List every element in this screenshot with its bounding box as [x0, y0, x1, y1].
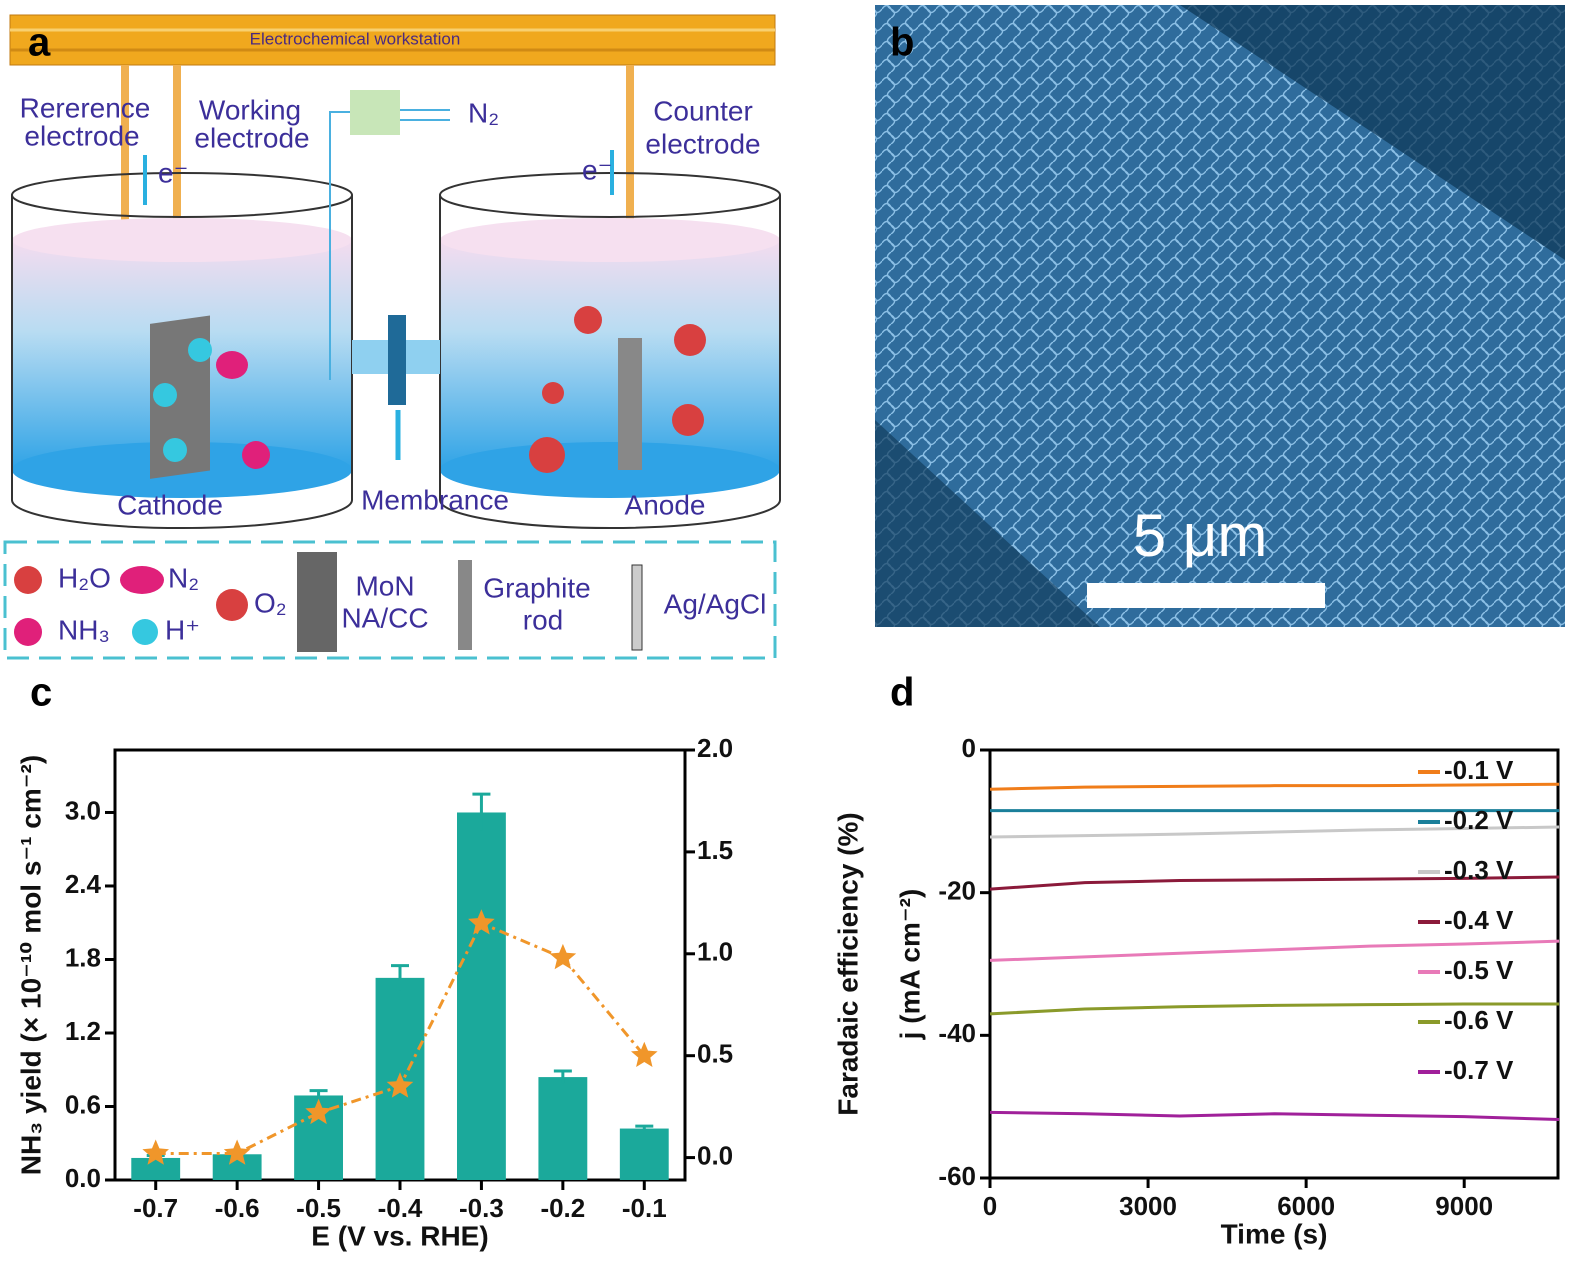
legend-label: -0.4 V — [1444, 905, 1514, 935]
star-marker — [549, 943, 577, 970]
legend-label: MoN — [355, 570, 414, 601]
y2-tick-label: 1.5 — [697, 835, 733, 865]
electron-label: e⁻ — [158, 157, 188, 188]
y2-tick-label: 0.0 — [697, 1140, 733, 1170]
sem-image: 5 μm — [875, 5, 1565, 627]
legend-label: O₂ — [254, 587, 287, 618]
legend-label: -0.5 V — [1444, 955, 1514, 985]
panel-label: a — [28, 21, 51, 65]
schematic: Electrochemical workstation Rererence el… — [3, 14, 781, 660]
error-bar — [635, 1124, 654, 1131]
legend-label: -0.3 V — [1444, 855, 1514, 885]
error-bar — [391, 964, 409, 991]
panel-label: b — [890, 21, 914, 65]
y-tick-label: -20 — [938, 876, 976, 906]
y-tick-label: -60 — [938, 1161, 976, 1191]
y2-tick-label: 2.0 — [697, 733, 733, 763]
star-marker — [631, 1041, 658, 1067]
star-marker — [305, 1098, 332, 1125]
legend-label: H⁺ — [165, 614, 200, 645]
bar — [131, 1157, 181, 1180]
electron-label: e⁻ — [582, 154, 612, 185]
bar — [457, 812, 506, 1180]
legend-label: NA/CC — [341, 602, 428, 633]
y-axis-title: j (mA cm⁻²) — [894, 889, 925, 1041]
x-tick-label: -0.2 — [540, 1193, 585, 1223]
legend-label: Graphite — [483, 572, 590, 603]
y-tick-label: 3.0 — [65, 795, 101, 825]
error-bar — [472, 792, 491, 831]
y-tick-label: 0.6 — [65, 1089, 101, 1119]
star-marker — [386, 1072, 414, 1098]
workstation-bar — [9, 14, 776, 66]
gas-label: N₂ — [468, 97, 499, 128]
scale-bar-label: 5 μm — [1133, 502, 1268, 569]
star-marker — [223, 1139, 251, 1165]
working-label: Working — [199, 94, 301, 125]
x-axis-title: E (V vs. RHE) — [311, 1220, 488, 1251]
axis-frame — [988, 748, 1560, 1180]
x-tick-label: -0.1 — [622, 1193, 667, 1223]
reference-label: Rererence — [20, 92, 151, 123]
x-tick-label: 9000 — [1435, 1191, 1493, 1221]
line-series — [989, 1110, 1560, 1122]
error-bar — [309, 1089, 328, 1101]
line-series — [989, 1002, 1560, 1016]
y-tick-label: 2.4 — [65, 869, 102, 899]
legend-label: H₂O — [58, 562, 111, 593]
y-tick-label: 1.2 — [65, 1016, 101, 1046]
star-marker — [142, 1139, 169, 1165]
workstation-label: Electrochemical workstation — [250, 29, 461, 48]
x-tick-label: -0.6 — [215, 1193, 260, 1223]
y2-tick-label: 0.5 — [697, 1039, 733, 1069]
x-tick-label: 0 — [983, 1191, 997, 1221]
reference-label: electrode — [24, 120, 139, 151]
x-tick-label: 3000 — [1119, 1191, 1177, 1221]
x-tick-label: -0.5 — [296, 1193, 341, 1223]
x-tick-label: -0.3 — [459, 1193, 504, 1223]
y-tick-label: 1.8 — [65, 942, 101, 972]
legend-label: -0.2 V — [1444, 805, 1514, 835]
cathode-label: Cathode — [117, 489, 223, 520]
anode-label: Anode — [625, 489, 706, 520]
line-series — [989, 782, 1560, 791]
legend-label: NH₃ — [58, 614, 110, 645]
membrane-label: Membrance — [361, 484, 509, 515]
legend-label: -0.7 V — [1444, 1055, 1514, 1085]
y-tick-label: -40 — [938, 1018, 976, 1048]
bar — [538, 1077, 588, 1180]
panel-label: d — [890, 671, 914, 715]
counter-label: electrode — [645, 128, 760, 159]
y-tick-label: 0.0 — [65, 1163, 101, 1193]
x-axis-title: Time (s) — [1221, 1218, 1328, 1249]
x-tick-label: -0.4 — [378, 1193, 423, 1223]
legend-label: rod — [523, 604, 563, 635]
counter-label: Counter — [653, 95, 753, 126]
star-marker — [468, 909, 495, 935]
bar — [619, 1128, 669, 1180]
line-series — [989, 825, 1560, 839]
panel-label: c — [30, 671, 52, 715]
legend-label: Ag/AgCl — [664, 588, 767, 619]
legend-label: -0.6 V — [1444, 1005, 1514, 1035]
error-bar — [553, 1069, 572, 1084]
x-tick-label: 6000 — [1277, 1191, 1335, 1221]
x-tick-label: -0.7 — [133, 1193, 178, 1223]
y-axis-title: NH₃ yield (× 10⁻¹⁰ mol s⁻¹ cm⁻²) — [15, 755, 46, 1175]
legend-label: N₂ — [168, 562, 199, 593]
line-series — [989, 939, 1560, 962]
y-tick-label: 0 — [962, 733, 976, 763]
overlay-axis-title: Faradaic efficiency (%) — [832, 812, 863, 1115]
y2-tick-label: 1.0 — [697, 937, 733, 967]
working-label: electrode — [194, 122, 309, 153]
legend-label: -0.1 V — [1444, 755, 1514, 785]
line-series — [989, 875, 1560, 891]
